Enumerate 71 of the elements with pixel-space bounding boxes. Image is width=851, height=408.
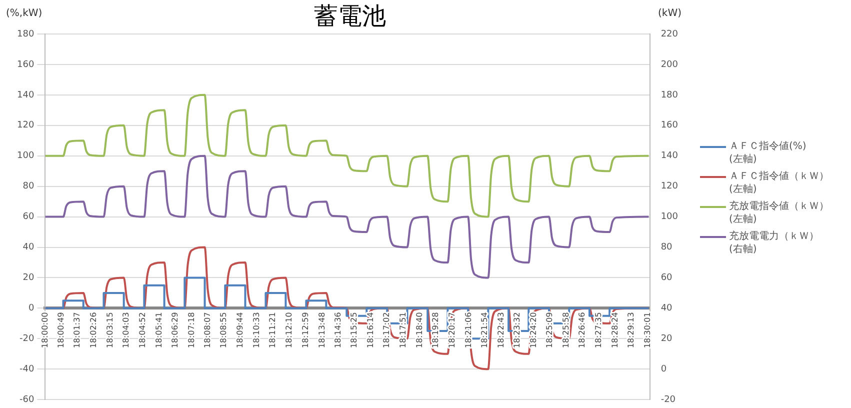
- y-tick-label: -40: [19, 364, 34, 374]
- x-tick-label: 18:25:09: [545, 312, 554, 348]
- x-tick-label: 18:02:26: [89, 312, 98, 348]
- y-tick-label: 180: [16, 29, 34, 40]
- x-tick-label: 18:18:40: [414, 312, 424, 348]
- y-axis-title: (%,kW): [6, 8, 42, 19]
- x-tick-label: 18:29:13: [626, 312, 636, 348]
- x-tick-label: 18:17:51: [398, 312, 408, 348]
- legend-label: 充放電指令値（ｋＷ） (左軸): [729, 200, 829, 226]
- x-tick-label: 18:05:41: [154, 312, 164, 348]
- x-tick-label: 18:26:46: [578, 312, 587, 348]
- x-tick-label: 18:10:33: [252, 312, 261, 348]
- x-tick-label: 18:08:55: [219, 312, 228, 348]
- y2-tick-label: -20: [660, 394, 676, 405]
- y-tick-label: 80: [22, 182, 34, 192]
- y-tick-label: 0: [28, 304, 34, 314]
- y2-tick-label: 160: [660, 120, 678, 131]
- x-tick-label: 18:23:32: [512, 312, 522, 348]
- y-tick-label: -20: [19, 334, 34, 344]
- x-tick-label: 18:00:00: [40, 312, 50, 348]
- y2-tick-label: 40: [660, 304, 673, 314]
- x-tick-label: 18:09:44: [236, 312, 245, 348]
- legend-label: ＡＦＣ指令値（ｋＷ） (左軸): [729, 170, 829, 196]
- x-tick-label: 18:16:14: [366, 312, 376, 348]
- x-tick-label: 18:13:48: [317, 312, 326, 348]
- x-tick-label: 18:19:28: [430, 312, 440, 348]
- y-tick-label: 120: [16, 120, 34, 131]
- x-tick-label: 18:03:15: [106, 312, 115, 348]
- y-tick-label: -60: [19, 394, 34, 405]
- x-tick-label: 18:01:37: [72, 312, 82, 348]
- y2-tick-label: 60: [660, 273, 673, 284]
- legend-label: 充放電電力（ｋＷ） (右軸): [729, 230, 819, 256]
- chart-title: 蓄電池: [313, 2, 387, 32]
- x-tick-label: 18:21:06: [464, 312, 473, 348]
- x-tick-label: 18:30:01: [642, 312, 652, 348]
- legend-label: ＡＦＣ指令値(%) (左軸): [729, 140, 806, 166]
- x-tick-label: 18:28:24: [610, 312, 620, 348]
- x-tick-label: 18:04:03: [122, 312, 131, 348]
- y2-tick-label: 140: [660, 151, 678, 162]
- y-tick-label: 100: [16, 151, 34, 162]
- y2-tick-label: 120: [660, 182, 678, 192]
- y2-tick-label: 200: [660, 60, 678, 70]
- y2-tick-label: 180: [660, 90, 678, 100]
- x-tick-label: 18:00:49: [56, 312, 66, 348]
- x-tick-label: 18:25:58: [562, 312, 571, 348]
- y-tick-label: 160: [16, 60, 34, 70]
- x-tick-label: 18:12:59: [300, 312, 310, 348]
- y2-tick-label: 20: [660, 334, 673, 344]
- y-tick-label: 40: [22, 242, 34, 253]
- y2-tick-label: 100: [660, 212, 678, 222]
- y2-tick-label: 0: [660, 364, 667, 374]
- x-tick-label: 18:06:29: [170, 312, 180, 348]
- y-tick-label: 140: [16, 90, 34, 100]
- x-tick-label: 18:17:02: [382, 312, 392, 348]
- x-tick-label: 18:24:20: [528, 312, 538, 348]
- x-tick-label: 18:15:25: [350, 312, 359, 348]
- x-tick-label: 18:08:07: [203, 312, 212, 348]
- x-tick-label: 18:04:52: [138, 312, 147, 348]
- x-tick-label: 18:27:35: [594, 312, 603, 348]
- x-tick-label: 18:20:17: [447, 312, 456, 348]
- y2-tick-label: 80: [660, 242, 673, 253]
- y2-tick-label: 220: [660, 29, 678, 40]
- x-tick-label: 18:21:54: [480, 312, 489, 348]
- x-tick-label: 18:07:18: [186, 312, 196, 348]
- y2-axis-title: (kW): [658, 8, 682, 19]
- y-tick-label: 60: [22, 212, 34, 222]
- x-tick-label: 18:22:43: [496, 312, 506, 348]
- x-tick-label: 18:11:21: [268, 312, 278, 348]
- x-tick-label: 18:12:10: [284, 312, 294, 348]
- y-tick-label: 20: [22, 273, 34, 284]
- x-tick-label: 18:14:36: [333, 312, 342, 348]
